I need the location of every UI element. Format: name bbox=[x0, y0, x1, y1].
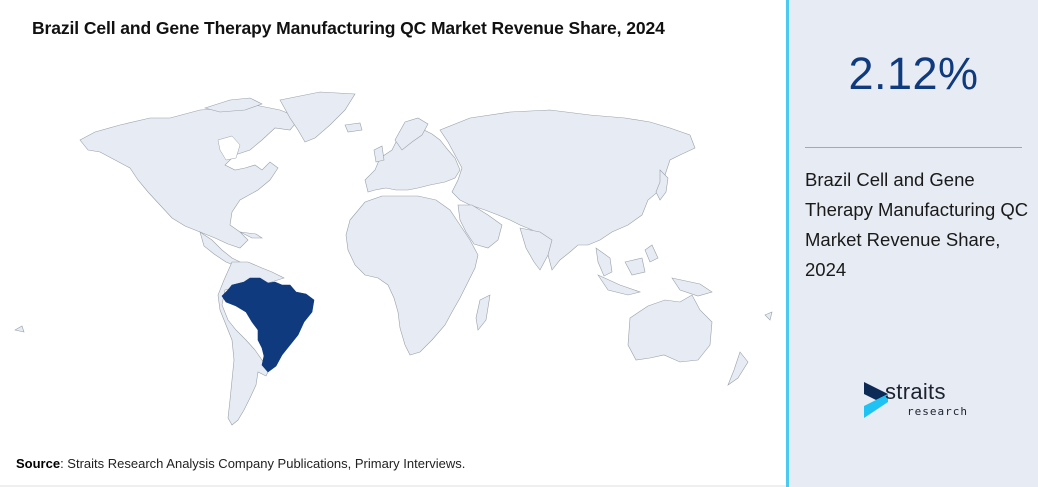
bottom-divider bbox=[0, 485, 786, 487]
stat-value: 2.12% bbox=[848, 48, 979, 99]
region-asia bbox=[439, 109, 696, 271]
region-north-america bbox=[79, 104, 301, 249]
panel-divider bbox=[786, 0, 789, 487]
stat-description: Brazil Cell and Gene Therapy Manufacturi… bbox=[805, 169, 1029, 280]
brand-name: straits bbox=[885, 379, 946, 404]
source-label: Source bbox=[16, 456, 61, 471]
stat-panel: 2.12% Brazil Cell and Gene Therapy Manuf… bbox=[789, 0, 1038, 487]
region-brazil bbox=[221, 277, 315, 373]
region-europe bbox=[364, 127, 461, 193]
region-greenland bbox=[279, 91, 356, 143]
brand-subname: research bbox=[907, 405, 968, 418]
map-panel: Brazil Cell and Gene Therapy Manufacturi… bbox=[0, 18, 786, 487]
source-text: : Straits Research Analysis Company Publ… bbox=[60, 456, 466, 471]
world-map bbox=[14, 91, 773, 426]
region-africa bbox=[345, 195, 479, 356]
brand-logo: straits research bbox=[862, 378, 972, 420]
straits-chevron-icon bbox=[864, 382, 888, 418]
chart-title: Brazil Cell and Gene Therapy Manufacturi… bbox=[32, 18, 665, 38]
source-note: Source: Straits Research Analysis Compan… bbox=[16, 456, 465, 471]
region-australia bbox=[627, 294, 713, 363]
stat-rule bbox=[805, 147, 1022, 148]
